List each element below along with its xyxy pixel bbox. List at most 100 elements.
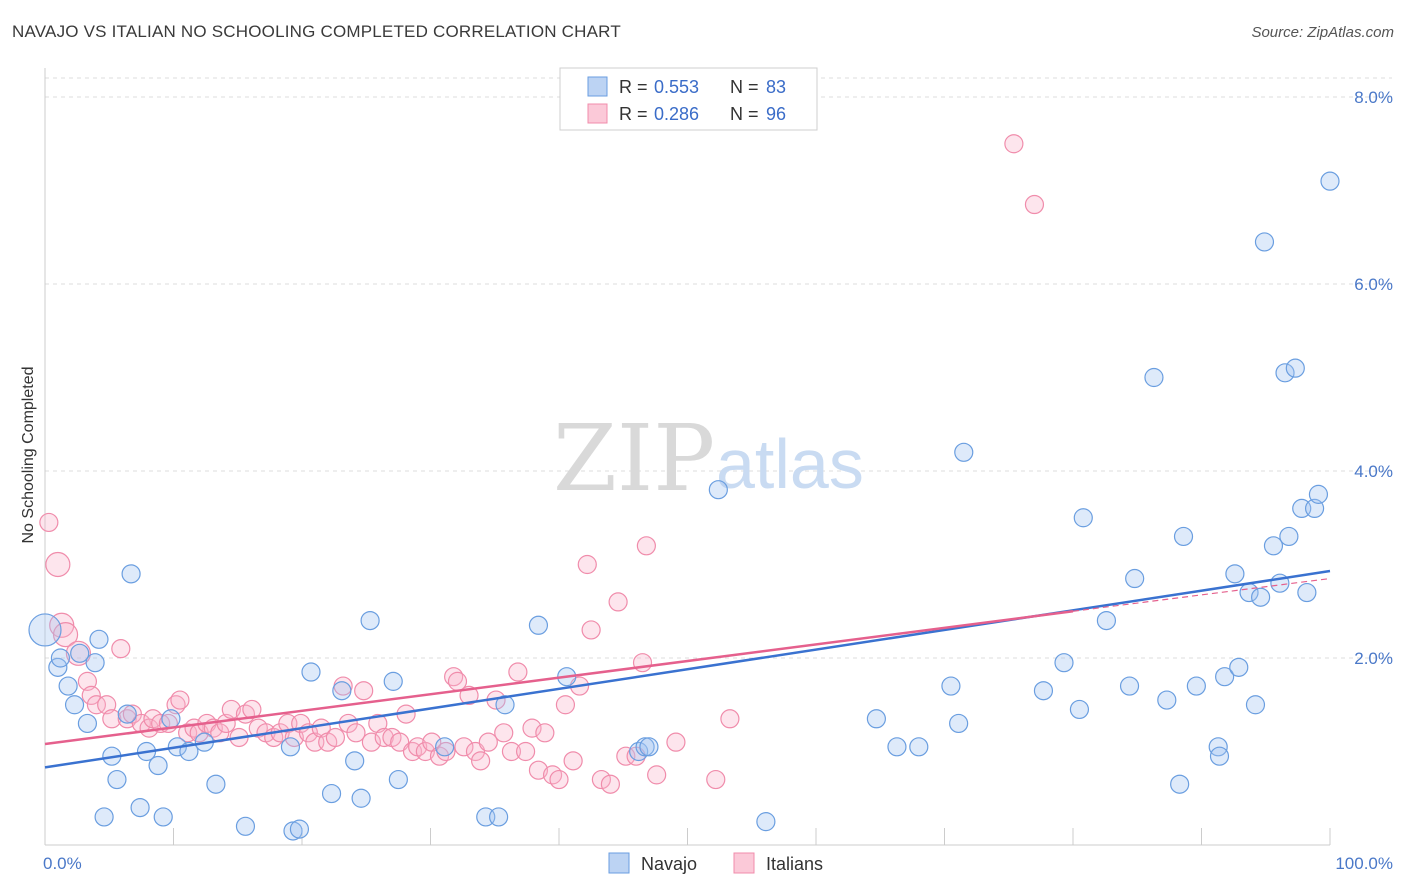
navajo-point: [1096, 610, 1117, 631]
italians-point: [346, 723, 366, 743]
navajo-point: [1119, 676, 1140, 696]
navajo-point: [489, 807, 509, 827]
navajo-point: [1279, 526, 1299, 547]
y-tick-label-3: 8.0%: [1354, 88, 1393, 107]
navajo-point: [206, 774, 226, 794]
navajo-point: [909, 737, 929, 757]
italians-point: [1024, 194, 1045, 215]
legend-swatch-italians: [587, 103, 608, 124]
navajo-point: [1251, 587, 1271, 607]
navajo-point: [28, 613, 62, 647]
bottom-legend-label-navajo: Navajo: [641, 854, 697, 874]
italians-point: [720, 709, 740, 729]
italians-point: [368, 713, 388, 734]
navajo-point: [756, 812, 776, 832]
navajo-point: [1144, 367, 1164, 388]
italians-point: [390, 732, 410, 752]
navajo-point: [1275, 363, 1295, 383]
legend-r-value-italians: 0.286: [654, 104, 699, 124]
italians-point: [325, 727, 346, 748]
italians-point: [415, 741, 435, 762]
y-axis-label: No Schooling Completed: [20, 367, 37, 544]
italians-point: [39, 512, 59, 533]
italians-point: [361, 732, 381, 752]
y-tick-label-1: 4.0%: [1354, 462, 1393, 481]
italians-point: [528, 760, 549, 780]
x-tick-label-0: 0.0%: [43, 854, 82, 873]
italians-point: [501, 741, 522, 762]
italians-point: [139, 718, 159, 738]
navajo-point: [495, 695, 515, 715]
navajo-point: [383, 671, 403, 691]
navajo-point: [50, 648, 71, 668]
italians-point: [647, 765, 667, 785]
bottom-legend: Navajo Italians: [608, 852, 823, 874]
italians-point: [608, 592, 628, 612]
italians-point: [86, 695, 107, 715]
bottom-legend-swatch-navajo: [608, 852, 630, 874]
navajo-point: [1173, 526, 1194, 547]
legend-r-label-navajo: R =: [619, 77, 648, 97]
y-tick-label-2: 6.0%: [1354, 275, 1393, 294]
navajo-point: [1125, 568, 1145, 589]
navajo-point: [107, 769, 127, 790]
navajo-point: [866, 709, 886, 729]
navajo-point: [161, 709, 181, 729]
italians-point: [454, 737, 474, 757]
italians-point: [636, 536, 656, 556]
navajo-point: [351, 788, 371, 808]
italians-point: [354, 681, 374, 701]
legend-n-value-navajo: 83: [766, 77, 786, 97]
navajo-point: [77, 713, 98, 734]
italians-point: [549, 769, 569, 790]
navajo-point: [345, 751, 365, 771]
navajo-point: [1320, 171, 1340, 191]
grid-lines: [45, 77, 1392, 659]
navajo-point: [1186, 676, 1206, 696]
italians-point: [478, 732, 498, 752]
italians-point: [471, 751, 491, 771]
italians-point: [563, 751, 583, 771]
italians-point: [111, 639, 131, 659]
italians-point: [632, 653, 653, 673]
chart-source: Source: ZipAtlas.com: [1251, 24, 1394, 41]
navajo-point: [1033, 681, 1054, 701]
trend-line-italians: [44, 610, 1074, 746]
italians-point: [600, 774, 621, 794]
x-tick-label-1: 100.0%: [1335, 854, 1393, 873]
navajo-point: [58, 676, 78, 696]
legend: R = 0.553 N = 83 R = 0.286 N = 96: [559, 67, 818, 131]
italians-point: [515, 741, 536, 762]
watermark-atlas: atlas: [716, 425, 864, 503]
navajo-point: [235, 816, 256, 836]
navajo-point: [954, 442, 974, 462]
navajo-point: [941, 676, 961, 696]
navajo-point: [528, 615, 549, 635]
legend-n-label-italians: N =: [730, 104, 759, 124]
navajo-point: [1069, 699, 1090, 720]
legend-r-label-italians: R =: [619, 104, 648, 124]
legend-swatch-navajo: [587, 76, 608, 97]
navajo-point: [1285, 358, 1305, 378]
navajo-point: [332, 681, 352, 701]
navajo-point: [1215, 667, 1235, 687]
chart-title: NAVAJO VS ITALIAN NO SCHOOLING COMPLETED…: [12, 22, 621, 41]
italians-point: [170, 690, 190, 710]
italians-point: [616, 746, 636, 766]
navajo-point: [1209, 746, 1230, 766]
italians-point: [666, 732, 686, 752]
y-tick-labels: 2.0% 4.0% 6.0% 8.0%: [1354, 88, 1393, 668]
navajo-point: [639, 737, 659, 757]
navajo-point: [435, 737, 455, 757]
italians-point: [52, 622, 79, 648]
legend-n-label-navajo: N =: [730, 77, 759, 97]
navajo-point: [117, 704, 137, 724]
navajo-point: [64, 695, 85, 715]
trend-line-navajo: [44, 569, 1331, 769]
navajo-point: [89, 629, 109, 649]
legend-n-value-italians: 96: [766, 104, 786, 124]
navajo-point: [280, 737, 301, 757]
navajo-point: [1054, 653, 1074, 673]
navajo-point: [289, 819, 310, 839]
